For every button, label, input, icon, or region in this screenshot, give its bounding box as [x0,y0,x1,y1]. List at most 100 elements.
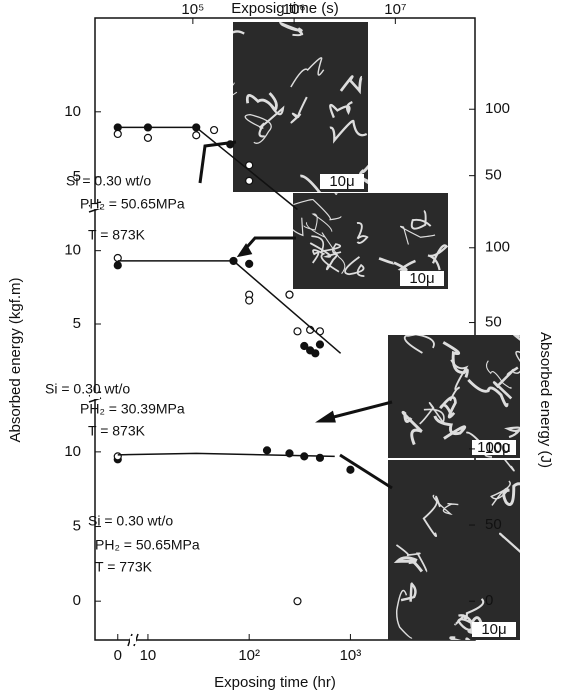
annotation: PH₂ = 50.65MPa [80,196,185,212]
micrograph-texture [329,119,368,144]
scale-label: 10μ [329,173,354,190]
micrograph-texture [356,222,369,244]
filled-point [315,340,325,349]
y-tick-label: 10 [64,242,81,259]
open-point [293,597,302,606]
trend-line [117,452,335,458]
filled-point [245,259,254,268]
filled-point [113,261,122,270]
y2-tick-label: 100 [485,100,510,117]
annotation: T = 773K [95,559,153,575]
x-tick-label: 10² [238,647,260,664]
micrograph-texture [393,556,424,573]
filled-point [300,341,309,351]
micrograph-texture [401,410,423,446]
annotation: T = 873K [88,423,146,439]
arrow [339,453,393,490]
x2-tick-label: 10⁵ [181,1,204,18]
scale-label: 10μ [481,621,506,638]
micrograph-texture [410,210,432,230]
micrograph-texture [311,235,342,254]
micrograph-texture [300,174,322,192]
micrograph-texture [293,217,304,237]
micrograph-texture [395,589,413,639]
micrograph-texture [280,22,304,37]
axis-break-gap [130,636,136,644]
micrograph-texture [492,366,519,400]
trend-line [117,126,298,211]
open-point [245,161,254,170]
scale-label: 10μ [409,270,434,287]
open-point [209,125,219,135]
micrograph-texture [290,57,325,88]
micrograph-texture [233,30,245,35]
micrograph-texture [395,544,428,573]
micrograph-texture [504,460,515,472]
annotation: Si = 0.30 wt/o [88,513,173,529]
micrograph-texture [403,335,435,354]
y-tick-label: 5 [73,168,81,185]
micrograph [388,460,520,640]
micrograph-texture [344,256,365,278]
scale-box [400,271,444,286]
annotation: Si = 0.30 wt/o [45,381,130,397]
open-point [293,327,302,336]
micrograph-texture [454,598,485,626]
micrograph-texture [422,495,441,537]
micrograph-texture [400,582,417,602]
open-point [113,129,122,139]
x-tick-label: 10³ [340,647,362,664]
open-point [245,176,254,185]
micrograph-texture [467,378,509,408]
x2-tick-label: 10⁷ [384,1,406,18]
annotation: T = 873K [88,227,146,243]
x2-axis-title: Exposig time (s) [231,0,339,17]
filled-point [226,140,235,149]
trend-line [117,260,342,354]
y2-tick-label: 0 [485,592,493,609]
micrograph-texture [258,104,285,138]
scale-label: 100μ [477,439,511,456]
y2-tick-label: 50 [485,314,502,331]
micrograph-texture [499,532,520,554]
micrograph-texture [449,636,471,640]
micrograph-texture [490,480,511,506]
x2-tick-label: 10⁶ [283,1,306,18]
micrograph-texture [279,22,300,32]
micrograph-texture [513,350,520,374]
micrograph-texture [504,426,520,439]
micrograph-texture [312,249,340,273]
micrograph-texture [399,225,436,245]
micrographs: 10μ 10μ 100μ 10μ [233,22,520,640]
arrow [198,140,237,184]
micrograph-texture [290,96,308,124]
micrograph-texture [433,415,467,440]
micrograph-texture [427,244,448,271]
scale-box [472,440,516,455]
micrograph-texture [339,75,363,95]
y-axis-title: Absorbed energy (kgf.m) [7,277,24,442]
y2-tick-label: 50 [485,516,502,533]
open-point [192,131,201,140]
scale-box [472,622,516,637]
micrograph-texture [329,100,353,119]
annotation: Si = 0.30 wt/o [66,173,151,189]
open-point [143,133,153,142]
y2-tick-label: 100 [485,440,510,457]
axis-break-gap [90,393,100,399]
micrograph-texture [442,341,469,378]
axis-break-gap [90,203,100,209]
arrows [198,140,393,490]
arrow-head [236,243,253,258]
y-tick-label: 5 [73,315,81,332]
micrograph-texture [432,494,459,516]
annotation: PH₂ = 50.65MPa [95,537,200,553]
arrow-head [315,410,336,423]
y-tick-label: 10 [64,103,81,120]
micrograph-texture [245,92,278,113]
x-tick-label: 10 [140,647,157,664]
filled-point [311,349,320,358]
y2-tick-label: 50 [485,167,502,184]
annotation: PH₂ = 30.39MPa [80,401,185,417]
